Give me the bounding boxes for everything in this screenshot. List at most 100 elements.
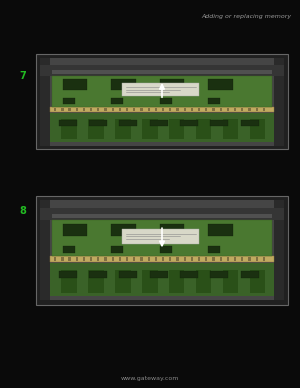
Bar: [50, 263, 274, 296]
Text: 7: 7: [19, 71, 26, 81]
Bar: [210, 120, 228, 126]
Bar: [50, 107, 274, 113]
Bar: [169, 258, 171, 261]
Bar: [111, 79, 136, 90]
Bar: [248, 258, 250, 261]
Bar: [155, 258, 157, 261]
Bar: [180, 120, 198, 126]
Bar: [223, 119, 238, 139]
Bar: [169, 119, 184, 139]
Bar: [196, 270, 211, 293]
Bar: [212, 258, 214, 261]
Bar: [223, 270, 238, 293]
Bar: [196, 119, 211, 139]
Bar: [52, 70, 272, 73]
Bar: [234, 108, 236, 111]
Bar: [111, 99, 123, 104]
Bar: [250, 270, 266, 293]
Bar: [148, 108, 150, 111]
Bar: [150, 120, 168, 126]
Bar: [40, 58, 50, 146]
Bar: [256, 258, 258, 261]
Bar: [112, 258, 114, 261]
Bar: [76, 258, 78, 261]
Bar: [115, 270, 130, 293]
Bar: [227, 108, 229, 111]
Bar: [227, 258, 229, 261]
Bar: [97, 258, 100, 261]
Bar: [63, 99, 75, 104]
Bar: [126, 258, 128, 261]
Text: 8: 8: [19, 206, 26, 217]
Bar: [160, 224, 184, 236]
Bar: [119, 120, 137, 126]
Bar: [140, 258, 143, 261]
Bar: [40, 65, 284, 76]
Bar: [119, 108, 121, 111]
Bar: [191, 258, 193, 261]
Bar: [52, 220, 272, 256]
Bar: [198, 108, 200, 111]
Bar: [122, 83, 200, 96]
Bar: [122, 229, 200, 244]
Bar: [54, 108, 56, 111]
Bar: [50, 113, 274, 142]
Bar: [61, 270, 76, 293]
Bar: [40, 58, 284, 146]
Bar: [97, 108, 100, 111]
Bar: [241, 120, 259, 126]
Bar: [90, 258, 92, 261]
Bar: [274, 58, 284, 146]
Text: www.gateway.com: www.gateway.com: [121, 376, 179, 381]
Bar: [160, 246, 172, 253]
Bar: [162, 108, 164, 111]
Bar: [115, 119, 130, 139]
Bar: [155, 108, 157, 111]
Bar: [68, 108, 71, 111]
Bar: [52, 76, 272, 107]
Bar: [210, 271, 228, 278]
Bar: [63, 79, 87, 90]
Bar: [61, 119, 76, 139]
Bar: [160, 99, 172, 104]
Bar: [89, 271, 107, 278]
Bar: [205, 108, 207, 111]
Bar: [52, 214, 272, 218]
Bar: [83, 258, 85, 261]
Bar: [250, 119, 266, 139]
Bar: [234, 258, 236, 261]
Bar: [162, 258, 164, 261]
Bar: [89, 120, 107, 126]
Text: Adding or replacing memory: Adding or replacing memory: [201, 14, 291, 19]
Bar: [83, 108, 85, 111]
Bar: [198, 258, 200, 261]
Bar: [142, 119, 158, 139]
Bar: [40, 200, 50, 300]
Bar: [208, 79, 232, 90]
Bar: [111, 224, 136, 236]
Bar: [63, 224, 87, 236]
Bar: [142, 270, 158, 293]
Bar: [205, 258, 207, 261]
Bar: [58, 271, 76, 278]
Bar: [208, 246, 220, 253]
Bar: [119, 271, 137, 278]
Bar: [126, 108, 128, 111]
Bar: [212, 108, 214, 111]
Bar: [176, 258, 178, 261]
Bar: [36, 196, 288, 305]
Bar: [241, 258, 243, 261]
Bar: [40, 208, 284, 220]
Bar: [169, 108, 171, 111]
Bar: [208, 224, 232, 236]
Bar: [263, 108, 265, 111]
Bar: [61, 108, 64, 111]
Bar: [104, 108, 107, 111]
Bar: [248, 108, 250, 111]
Bar: [263, 258, 265, 261]
Bar: [111, 246, 123, 253]
Bar: [256, 108, 258, 111]
Bar: [61, 258, 64, 261]
Bar: [133, 258, 136, 261]
Bar: [140, 108, 143, 111]
